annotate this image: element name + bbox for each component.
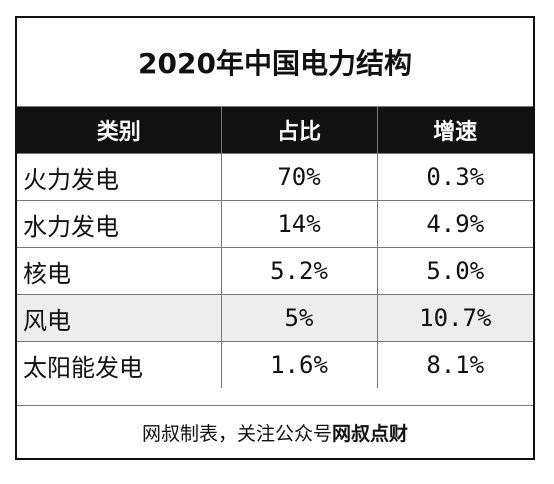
share-cell: 1.6%: [220, 341, 377, 388]
table-row: 水力发电 14% 4.9%: [17, 200, 533, 248]
table-row: 风电 5% 10.7%: [17, 294, 533, 342]
category-cell: 风电: [17, 294, 221, 342]
category-cell: 水力发电: [17, 200, 221, 248]
share-cell: 70%: [220, 153, 377, 201]
table-row: 核电 5.2% 5.0%: [17, 247, 533, 295]
category-cell: 太阳能发电: [17, 341, 221, 388]
footer-brand: 网叔点财: [332, 422, 409, 445]
growth-cell: 8.1%: [376, 341, 533, 388]
growth-cell: 10.7%: [376, 294, 533, 342]
footer-credit: 网叔制表，关注公众号: [141, 422, 332, 445]
header-share: 占比: [220, 107, 377, 154]
table-header: 类别 占比 增速: [17, 107, 533, 154]
header-row: 类别 占比 增速: [17, 107, 533, 154]
table-row: 太阳能发电 1.6% 8.1%: [17, 341, 533, 388]
category-cell: 火力发电: [17, 153, 221, 201]
growth-cell: 4.9%: [376, 200, 533, 248]
share-cell: 5.2%: [220, 247, 377, 295]
power-structure-table: 类别 占比 增速 火力发电 70% 0.3% 水力发电 14% 4.9% 核电 …: [17, 107, 533, 388]
power-structure-table-card: 2020年中国电力结构 类别 占比 增速 火力发电 70% 0.3% 水力发电 …: [15, 16, 535, 460]
growth-cell: 0.3%: [376, 153, 533, 201]
category-cell: 核电: [17, 247, 221, 295]
growth-cell: 5.0%: [376, 247, 533, 295]
header-category: 类别: [96, 120, 141, 145]
share-cell: 14%: [220, 200, 377, 248]
table-row: 火力发电 70% 0.3%: [17, 153, 533, 201]
table-title: 2020年中国电力结构: [17, 18, 533, 107]
share-cell: 5%: [220, 294, 377, 342]
header-growth: 增速: [376, 107, 533, 154]
table-body: 火力发电 70% 0.3% 水力发电 14% 4.9% 核电 5.2% 5.0%…: [17, 153, 533, 388]
table-footer: 网叔制表，关注公众号 网叔点财: [17, 405, 533, 458]
